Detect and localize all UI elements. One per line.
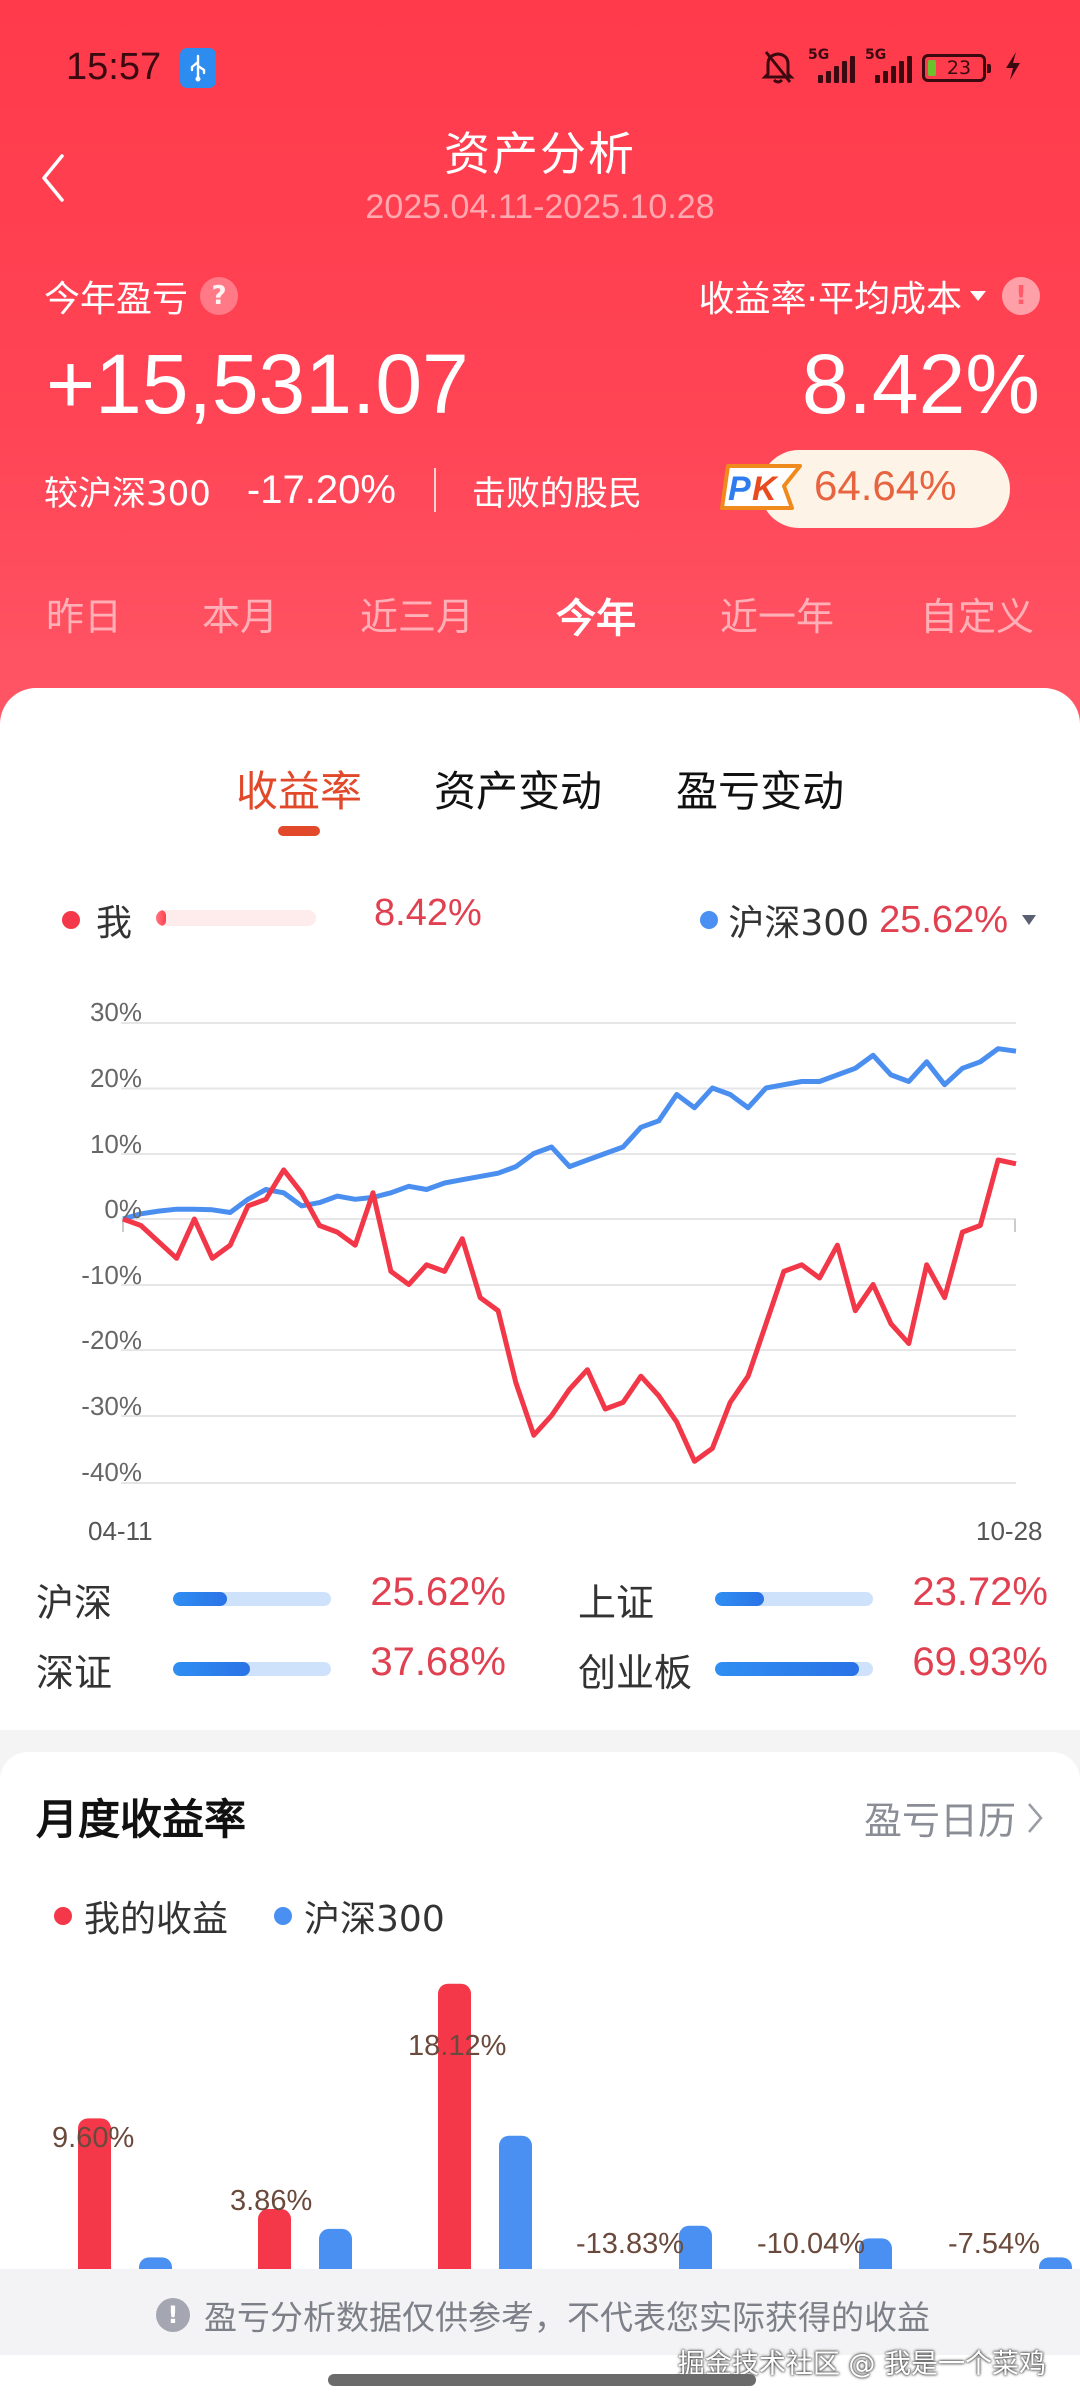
disclaimer-text: 盈亏分析数据仅供参考，不代表您实际获得的收益 <box>204 2298 930 2337</box>
pk-badge-button[interactable]: P K 64.64% <box>720 446 1010 528</box>
pnl-value: +15,531.07 <box>46 337 469 431</box>
info-icon[interactable]: ! <box>1002 277 1040 315</box>
page-title: 资产分析 <box>444 127 636 181</box>
bell-off-icon <box>758 46 798 90</box>
tab-this-year[interactable]: 今年 <box>556 596 636 642</box>
index-row: 沪深 25.62% <box>36 1570 506 1625</box>
bar-label: -10.04% <box>757 2228 866 2260</box>
tab-custom[interactable]: 自定义 <box>920 595 1035 639</box>
chart-tabs: 收益率 资产变动 盈亏变动 <box>0 758 1080 838</box>
status-icons: 5G 5G 23 <box>758 46 1022 90</box>
index-row: 上证 23.72% <box>578 1570 1048 1625</box>
y-tick: 20% <box>89 1063 142 1093</box>
help-icon[interactable]: ? <box>200 277 239 315</box>
usb-icon <box>180 48 216 88</box>
bar-label: -13.83% <box>576 2228 685 2260</box>
return-line-chart[interactable]: 30% 20% 10% 0% -10% -20% -30% -40% 04-11… <box>0 990 1080 1550</box>
red-dot-icon <box>54 1907 72 1925</box>
tab-pnl-change[interactable]: 盈亏变动 <box>676 767 845 816</box>
index-compare: 沪深 25.62% 上证 23.72% 深证 37.68% 创业板 69.93% <box>0 1568 1080 1708</box>
tab-three-months[interactable]: 近三月 <box>360 595 475 639</box>
status-time: 15:57 <box>66 46 162 88</box>
home-indicator[interactable] <box>328 2374 756 2386</box>
legend-my-return: 我的收益 <box>54 1890 228 1942</box>
battery-icon: 23 <box>922 54 991 82</box>
date-range: 2025.04.11-2025.10.28 <box>365 188 715 226</box>
sim1-signal-icon: 5G <box>808 47 855 83</box>
dropdown-caret-icon <box>970 291 986 301</box>
dropdown-caret-icon <box>1022 915 1036 925</box>
bar-label: 9.60% <box>52 2122 135 2154</box>
bar-label: -7.54% <box>948 2228 1040 2260</box>
me-return-value: 8.42% <box>374 892 482 934</box>
sim2-signal-icon: 5G <box>865 47 912 83</box>
period-tabs: 昨日 本月 近三月 今年 近一年 自定义 <box>0 586 1080 646</box>
beat-label: 击败的股民 <box>471 473 642 514</box>
monthly-title: 月度收益率 <box>36 1795 247 1844</box>
warning-icon: ! <box>156 2298 190 2332</box>
bolt-icon <box>1004 51 1022 85</box>
y-tick: -10% <box>81 1260 142 1290</box>
beat-value: 64.64% <box>814 462 957 509</box>
chevron-right-icon <box>1028 1802 1043 1833</box>
blue-dot-icon <box>274 1907 293 1925</box>
svg-text:P: P <box>728 470 751 508</box>
tab-indicator <box>278 826 320 836</box>
battery-level: 23 <box>946 57 972 79</box>
pk-icon: P K <box>720 464 802 510</box>
x-tick-end: 10-28 <box>976 1516 1043 1546</box>
bench-return-value: 25.62% <box>879 898 1008 941</box>
pnl-label: 今年盈亏 ? <box>44 270 239 322</box>
me-progress-bar <box>156 910 316 926</box>
y-tick: -20% <box>81 1325 142 1355</box>
bar-label: 3.86% <box>230 2185 313 2217</box>
tab-return-rate[interactable]: 收益率 <box>236 767 363 816</box>
legend-me: 我 <box>62 894 132 946</box>
me-dot-icon <box>62 911 80 929</box>
disclaimer-bar: ! 盈亏分析数据仅供参考，不代表您实际获得的收益 <box>0 2269 1080 2355</box>
header-background <box>0 0 1080 760</box>
y-tick: -40% <box>81 1457 142 1487</box>
nav-bar: 资产分析 2025.04.11-2025.10.28 <box>0 110 1080 226</box>
tab-this-month[interactable]: 本月 <box>202 595 279 639</box>
rate-value: 8.42% <box>801 337 1040 431</box>
monthly-legend: 我的收益 沪深300 <box>54 1890 491 1942</box>
pk-pill <box>760 450 1010 528</box>
tab-yesterday[interactable]: 昨日 <box>46 595 123 639</box>
x-tick-start: 04-11 <box>88 1516 153 1546</box>
y-tick: 30% <box>89 997 142 1027</box>
legend-bench: 沪深300 <box>274 1890 445 1942</box>
bar-chart-svg <box>78 1983 1072 2270</box>
monthly-bar-chart[interactable]: 9.60% 3.86% 18.12% -13.83% -10.04% -7.54… <box>0 1980 1080 2270</box>
back-button[interactable] <box>36 150 76 210</box>
svg-text:K: K <box>752 470 779 508</box>
y-tick: 0% <box>104 1194 142 1224</box>
rate-mode-selector[interactable]: 收益率·平均成本 ! <box>699 270 1040 322</box>
return-legend: 我 8.42% 沪深300 25.62% <box>0 890 1080 946</box>
index-row: 深证 37.68% <box>36 1640 506 1695</box>
tab-one-year[interactable]: 近一年 <box>720 595 835 639</box>
compare-value: -17.20% <box>246 467 396 512</box>
benchmark-selector[interactable]: 沪深300 25.62% <box>700 894 1036 946</box>
y-tick: 10% <box>89 1129 142 1159</box>
index-row: 创业板 69.93% <box>578 1640 1048 1695</box>
bench-dot-icon <box>700 911 719 929</box>
status-bar: 15:57 5G 5G 23 <box>0 40 1080 100</box>
bar-label: 18.12% <box>408 2030 507 2062</box>
pnl-calendar-link[interactable]: 盈亏日历 <box>864 1790 1044 1845</box>
benchmark-compare: 较沪深300 -17.20% 击败的股民 <box>44 467 642 514</box>
divider <box>433 468 436 512</box>
y-tick: -30% <box>81 1391 142 1421</box>
line-chart-svg <box>121 1022 1017 1484</box>
tab-asset-change[interactable]: 资产变动 <box>434 767 603 816</box>
